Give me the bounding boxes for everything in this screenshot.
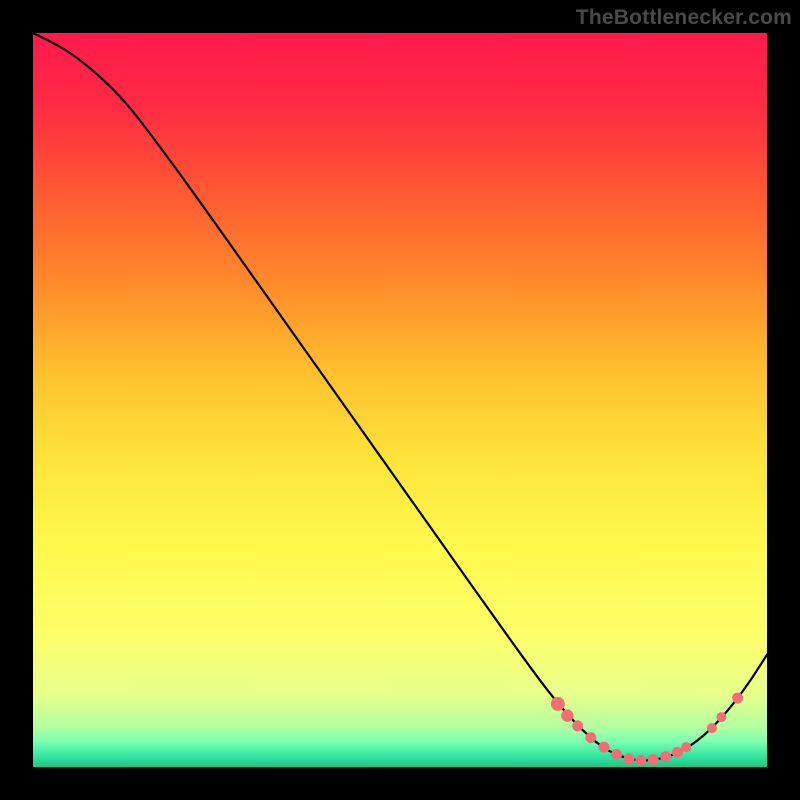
- watermark-text: TheBottlenecker.com: [576, 6, 792, 30]
- plot-background: [33, 33, 767, 767]
- data-marker: [611, 749, 622, 760]
- data-marker: [672, 747, 683, 758]
- data-marker: [681, 742, 691, 752]
- data-marker: [585, 732, 596, 743]
- data-marker: [561, 709, 573, 721]
- chart-svg: [0, 0, 800, 800]
- data-marker: [624, 753, 635, 764]
- data-marker: [635, 755, 646, 766]
- data-marker: [599, 742, 610, 753]
- data-marker: [716, 712, 726, 722]
- data-marker: [732, 693, 743, 704]
- data-marker: [660, 751, 671, 762]
- data-marker: [551, 697, 565, 711]
- data-marker: [572, 720, 583, 731]
- data-marker: [648, 754, 659, 765]
- data-marker: [707, 723, 717, 733]
- chart-container: TheBottlenecker.com: [0, 0, 800, 800]
